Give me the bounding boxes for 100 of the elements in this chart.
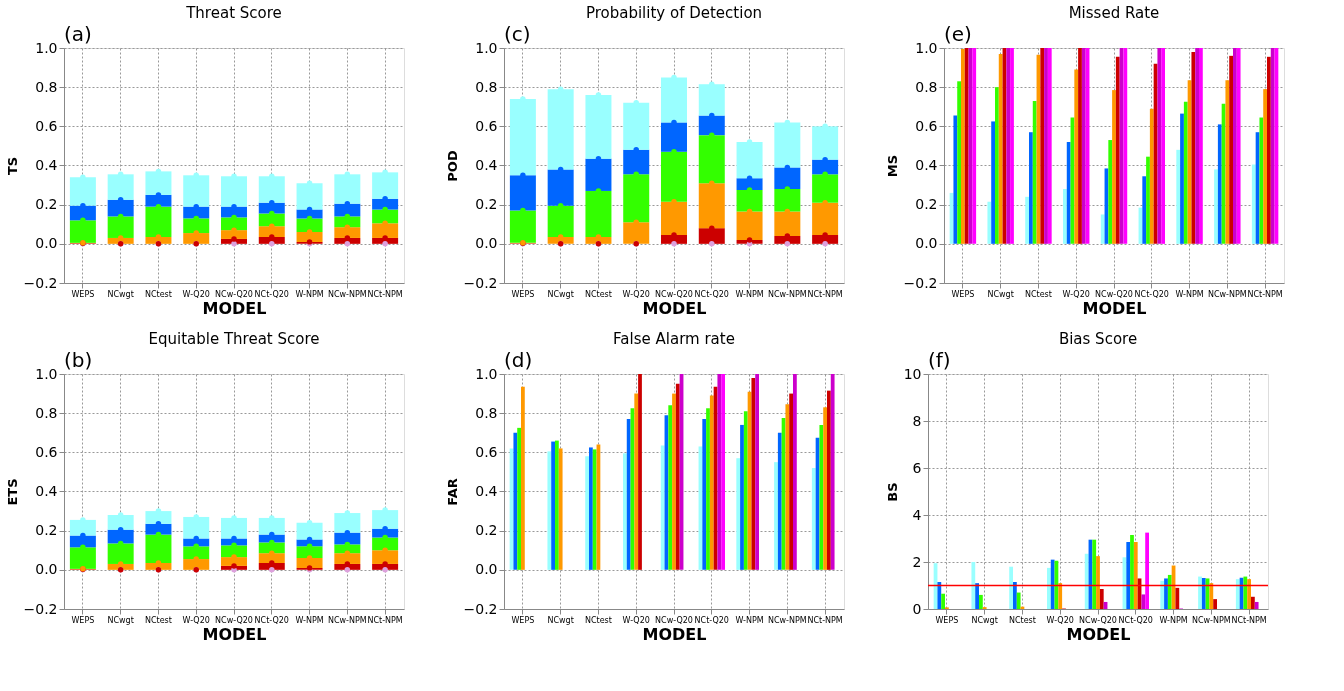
- x-tick-label: NCt-NPM: [367, 289, 403, 299]
- y-tick-label: 1.0: [35, 39, 58, 56]
- x-tick-label: NCw-Q20: [215, 289, 253, 299]
- chart-title: Missed Rate: [1068, 4, 1160, 22]
- x-tick-label: NCw-Q20: [1079, 615, 1117, 625]
- y-tick-label: 1.0: [475, 39, 498, 56]
- y-axis-title: POD: [444, 150, 460, 182]
- y-tick-label: 4: [912, 506, 922, 523]
- x-tick-label: NCwgt: [987, 289, 1014, 299]
- y-tick-label: 0.0: [915, 235, 938, 252]
- y-tick-label: 8: [912, 412, 922, 429]
- y-tick-label: 0.4: [35, 483, 58, 499]
- x-tick-label: NCw-NPM: [767, 615, 807, 625]
- x-tick-label: NCtest: [1008, 615, 1036, 625]
- y-tick-label: 0.4: [915, 157, 938, 173]
- y-tick-label: 0.2: [35, 196, 58, 213]
- y-axis-title: ETS: [4, 478, 20, 506]
- x-tick-label: NCt-NPM: [1231, 615, 1267, 625]
- x-axis-title: MODEL: [642, 298, 707, 318]
- y-tick-label: −0.2: [23, 274, 58, 291]
- y-axis-title: BS: [884, 482, 900, 502]
- y-tick-label: 0.4: [475, 157, 498, 173]
- x-tick-label: NCwgt: [547, 615, 574, 625]
- x-tick-label: NCt-Q20: [1134, 289, 1169, 299]
- y-tick-label: 0.0: [475, 561, 498, 578]
- y-tick-label: 0.6: [475, 117, 498, 134]
- text: (a): [64, 22, 92, 46]
- x-tick-label: NCt-Q20: [694, 615, 729, 625]
- y-tick-label: 0.4: [475, 483, 498, 499]
- x-tick-label: W-Q20: [1062, 289, 1090, 299]
- y-tick-label: 0.6: [35, 443, 58, 460]
- y-tick-label: 0: [912, 600, 922, 617]
- text: (d): [504, 348, 533, 372]
- y-tick-label: −0.2: [903, 274, 938, 291]
- x-axis-title: MODEL: [202, 624, 267, 644]
- chart-title: Probability of Detection: [585, 4, 763, 22]
- y-tick-label: 0.2: [475, 522, 498, 539]
- x-tick-label: NCt-Q20: [1118, 615, 1153, 625]
- y-tick-label: 0.0: [475, 235, 498, 252]
- x-tick-label: W-Q20: [622, 615, 650, 625]
- y-tick-label: 0.2: [915, 196, 938, 213]
- x-tick-label: WEPS: [71, 289, 95, 299]
- y-tick-label: 1.0: [915, 39, 938, 56]
- x-tick-label: W-NPM: [295, 615, 324, 625]
- y-tick-label: 0.0: [35, 235, 58, 252]
- x-tick-label: W-Q20: [182, 615, 210, 625]
- y-tick-label: 0.6: [35, 117, 58, 134]
- x-tick-label: NCw-NPM: [1207, 289, 1247, 299]
- y-axis-title: FAR: [444, 478, 460, 506]
- x-tick-label: NCw-NPM: [767, 289, 807, 299]
- x-tick-label: WEPS: [511, 615, 535, 625]
- y-tick-label: 0.2: [475, 196, 498, 213]
- x-tick-label: W-NPM: [1175, 289, 1204, 299]
- y-tick-label: 0.6: [475, 443, 498, 460]
- x-tick-label: NCw-NPM: [327, 615, 367, 625]
- x-tick-label: NCt-NPM: [367, 615, 403, 625]
- chart-title: False Alarm rate: [613, 330, 735, 348]
- x-axis-title: MODEL: [1082, 298, 1147, 318]
- x-tick-label: NCt-NPM: [807, 289, 843, 299]
- text: (c): [504, 22, 531, 46]
- x-tick-label: NCt-Q20: [254, 615, 289, 625]
- x-tick-label: NCw-NPM: [1191, 615, 1231, 625]
- x-tick-label: W-NPM: [735, 615, 764, 625]
- x-axis-title: MODEL: [642, 624, 707, 644]
- y-tick-label: 0.8: [475, 78, 498, 95]
- x-tick-label: NCwgt: [547, 289, 574, 299]
- y-tick-label: 0.4: [35, 157, 58, 173]
- y-tick-label: 1.0: [35, 365, 58, 382]
- y-tick-label: 0.6: [915, 117, 938, 134]
- x-tick-label: NCtest: [584, 289, 612, 299]
- x-tick-label: NCt-Q20: [694, 289, 729, 299]
- x-tick-label: NCw-NPM: [327, 289, 367, 299]
- y-tick-label: −0.2: [463, 600, 498, 617]
- y-tick-label: 1.0: [475, 365, 498, 382]
- x-tick-label: NCtest: [584, 615, 612, 625]
- x-tick-label: WEPS: [71, 615, 95, 625]
- y-tick-label: 6: [912, 459, 922, 476]
- text: (b): [64, 348, 93, 372]
- x-tick-label: NCw-Q20: [655, 615, 693, 625]
- y-axis-title: MS: [884, 154, 900, 178]
- y-axis-title: TS: [4, 156, 20, 176]
- x-tick-label: NCw-Q20: [655, 289, 693, 299]
- x-tick-label: NCt-NPM: [807, 615, 843, 625]
- y-tick-label: 0.8: [35, 78, 58, 95]
- y-tick-label: 0.8: [35, 404, 58, 421]
- x-tick-label: W-Q20: [182, 289, 210, 299]
- x-tick-label: WEPS: [951, 289, 975, 299]
- chart-title: Bias Score: [1058, 330, 1138, 348]
- x-tick-label: NCw-Q20: [1095, 289, 1133, 299]
- chart-title: Threat Score: [185, 4, 282, 22]
- x-tick-label: NCt-Q20: [254, 289, 289, 299]
- x-tick-label: W-Q20: [1046, 615, 1074, 625]
- y-tick-label: 0.2: [35, 522, 58, 539]
- y-tick-label: 2: [912, 553, 922, 570]
- x-tick-label: NCtest: [144, 615, 172, 625]
- x-tick-label: NCtest: [1024, 289, 1052, 299]
- x-tick-label: W-NPM: [735, 289, 764, 299]
- text: (e): [944, 22, 972, 46]
- x-tick-label: NCtest: [144, 289, 172, 299]
- x-tick-label: NCt-NPM: [1247, 289, 1283, 299]
